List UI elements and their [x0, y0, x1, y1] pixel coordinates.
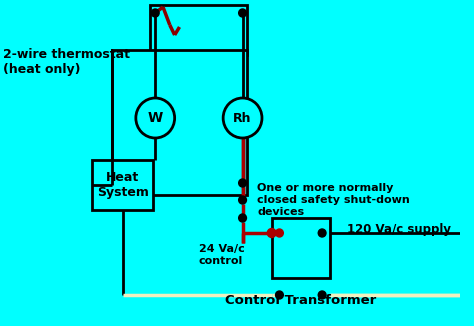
Circle shape: [239, 214, 246, 222]
Text: One or more normally
closed safety shut-down
devices: One or more normally closed safety shut-…: [257, 184, 410, 216]
Circle shape: [275, 229, 283, 237]
Text: 24 Va/c
control: 24 Va/c control: [199, 244, 245, 266]
Text: Heat
System: Heat System: [97, 171, 149, 199]
Circle shape: [136, 98, 174, 138]
Circle shape: [275, 291, 283, 299]
Circle shape: [239, 196, 246, 204]
Bar: [111, 50, 247, 195]
Circle shape: [239, 179, 246, 187]
Text: Rh: Rh: [233, 111, 252, 125]
Bar: [272, 218, 330, 278]
Circle shape: [239, 9, 246, 17]
Text: 120 Va/c supply: 120 Va/c supply: [347, 223, 451, 235]
Text: 2-wire thermostat
(heat only): 2-wire thermostat (heat only): [3, 48, 130, 76]
Text: W: W: [147, 111, 163, 125]
Bar: [150, 5, 247, 55]
Circle shape: [267, 229, 276, 238]
Circle shape: [151, 9, 159, 17]
Circle shape: [318, 291, 326, 299]
Text: Control Transformer: Control Transformer: [225, 293, 376, 306]
Circle shape: [318, 229, 326, 237]
Circle shape: [223, 98, 262, 138]
Bar: [92, 160, 153, 210]
